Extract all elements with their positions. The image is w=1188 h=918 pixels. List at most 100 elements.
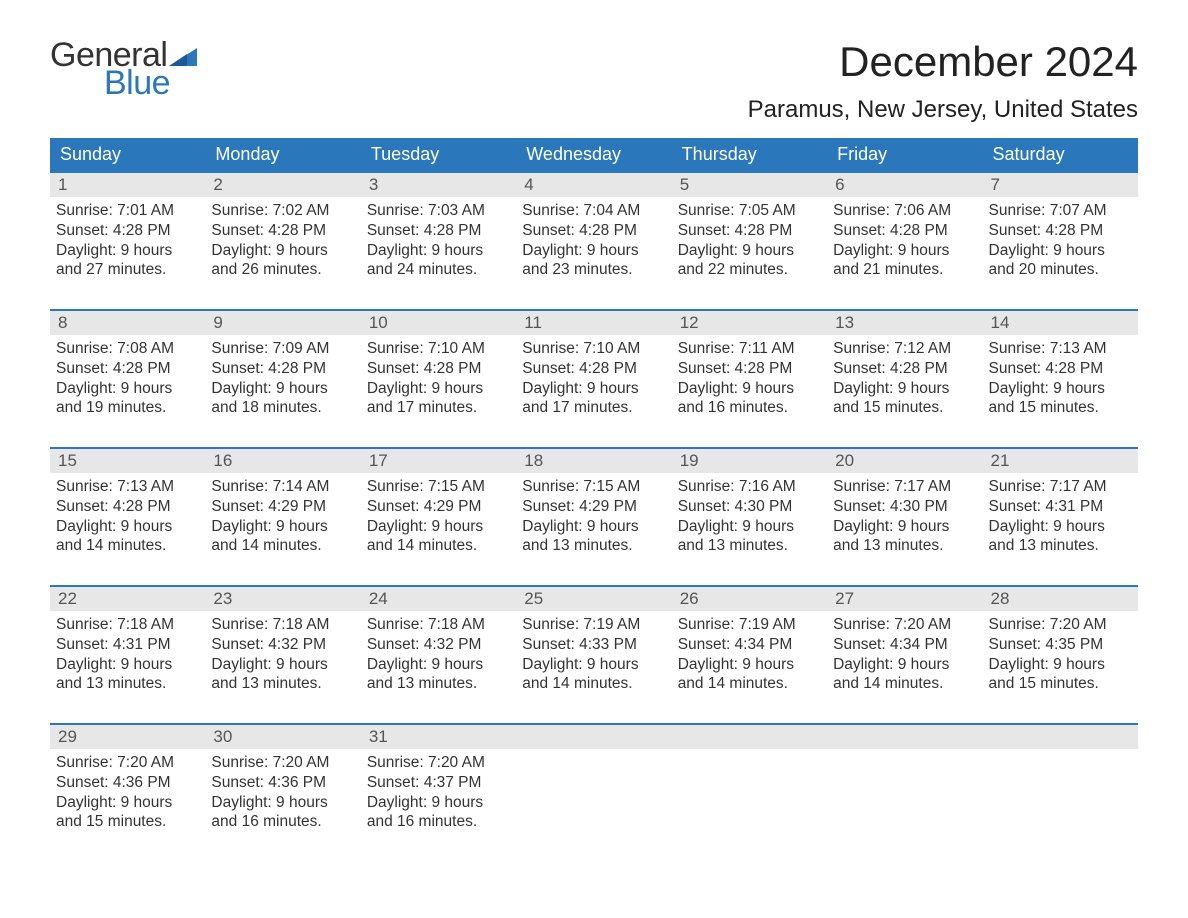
day-body: Sunrise: 7:16 AMSunset: 4:30 PMDaylight:…: [672, 473, 827, 558]
day-line: Sunset: 4:28 PM: [522, 221, 665, 241]
day-body: Sunrise: 7:01 AMSunset: 4:28 PMDaylight:…: [50, 197, 205, 282]
day-number: 18: [516, 449, 671, 473]
day-number: 9: [205, 311, 360, 335]
day-cell: 19Sunrise: 7:16 AMSunset: 4:30 PMDayligh…: [672, 449, 827, 569]
day-body: Sunrise: 7:03 AMSunset: 4:28 PMDaylight:…: [361, 197, 516, 282]
day-line: and 16 minutes.: [367, 812, 510, 832]
day-cell: [983, 725, 1138, 845]
day-line: Daylight: 9 hours: [833, 241, 976, 261]
day-line: Daylight: 9 hours: [522, 379, 665, 399]
day-cell: 28Sunrise: 7:20 AMSunset: 4:35 PMDayligh…: [983, 587, 1138, 707]
day-line: Sunrise: 7:11 AM: [678, 339, 821, 359]
day-number: 29: [50, 725, 205, 749]
day-cell: 24Sunrise: 7:18 AMSunset: 4:32 PMDayligh…: [361, 587, 516, 707]
title-block: December 2024 Paramus, New Jersey, Unite…: [748, 38, 1138, 124]
day-line: and 13 minutes.: [522, 536, 665, 556]
day-line: Sunrise: 7:20 AM: [367, 753, 510, 773]
day-line: and 17 minutes.: [522, 398, 665, 418]
dow-wednesday: Wednesday: [516, 138, 671, 171]
weeks-container: 1Sunrise: 7:01 AMSunset: 4:28 PMDaylight…: [50, 171, 1138, 845]
day-line: Sunset: 4:28 PM: [56, 221, 199, 241]
day-line: Sunset: 4:28 PM: [211, 359, 354, 379]
day-body: Sunrise: 7:15 AMSunset: 4:29 PMDaylight:…: [516, 473, 671, 558]
day-cell: 8Sunrise: 7:08 AMSunset: 4:28 PMDaylight…: [50, 311, 205, 431]
day-line: Sunset: 4:33 PM: [522, 635, 665, 655]
dow-saturday: Saturday: [983, 138, 1138, 171]
day-body: Sunrise: 7:14 AMSunset: 4:29 PMDaylight:…: [205, 473, 360, 558]
location: Paramus, New Jersey, United States: [748, 96, 1138, 124]
day-number: 24: [361, 587, 516, 611]
day-body: Sunrise: 7:19 AMSunset: 4:34 PMDaylight:…: [672, 611, 827, 696]
flag-icon: [169, 48, 197, 66]
day-line: and 20 minutes.: [989, 260, 1132, 280]
day-line: Sunset: 4:31 PM: [56, 635, 199, 655]
day-line: Daylight: 9 hours: [56, 241, 199, 261]
day-body: Sunrise: 7:15 AMSunset: 4:29 PMDaylight:…: [361, 473, 516, 558]
day-line: Sunset: 4:30 PM: [678, 497, 821, 517]
day-number: [516, 725, 671, 749]
day-line: Daylight: 9 hours: [211, 379, 354, 399]
dow-thursday: Thursday: [672, 138, 827, 171]
day-number: 15: [50, 449, 205, 473]
day-body: Sunrise: 7:10 AMSunset: 4:28 PMDaylight:…: [361, 335, 516, 420]
day-line: and 17 minutes.: [367, 398, 510, 418]
day-line: Daylight: 9 hours: [989, 379, 1132, 399]
day-line: and 18 minutes.: [211, 398, 354, 418]
day-number: 28: [983, 587, 1138, 611]
day-number: [983, 725, 1138, 749]
day-line: Daylight: 9 hours: [211, 241, 354, 261]
week-row: 8Sunrise: 7:08 AMSunset: 4:28 PMDaylight…: [50, 309, 1138, 431]
day-cell: 30Sunrise: 7:20 AMSunset: 4:36 PMDayligh…: [205, 725, 360, 845]
day-cell: 17Sunrise: 7:15 AMSunset: 4:29 PMDayligh…: [361, 449, 516, 569]
day-line: Sunrise: 7:20 AM: [211, 753, 354, 773]
day-line: Sunset: 4:29 PM: [211, 497, 354, 517]
day-body: Sunrise: 7:08 AMSunset: 4:28 PMDaylight:…: [50, 335, 205, 420]
dow-tuesday: Tuesday: [361, 138, 516, 171]
day-number: 13: [827, 311, 982, 335]
day-line: Sunset: 4:37 PM: [367, 773, 510, 793]
day-body: Sunrise: 7:09 AMSunset: 4:28 PMDaylight:…: [205, 335, 360, 420]
day-body: Sunrise: 7:04 AMSunset: 4:28 PMDaylight:…: [516, 197, 671, 282]
day-line: Sunrise: 7:18 AM: [211, 615, 354, 635]
day-line: Sunrise: 7:19 AM: [522, 615, 665, 635]
days-of-week-header: Sunday Monday Tuesday Wednesday Thursday…: [50, 138, 1138, 171]
day-line: Sunset: 4:31 PM: [989, 497, 1132, 517]
day-line: Sunset: 4:29 PM: [522, 497, 665, 517]
day-line: Daylight: 9 hours: [56, 379, 199, 399]
day-cell: 21Sunrise: 7:17 AMSunset: 4:31 PMDayligh…: [983, 449, 1138, 569]
day-body: Sunrise: 7:19 AMSunset: 4:33 PMDaylight:…: [516, 611, 671, 696]
day-line: Sunrise: 7:06 AM: [833, 201, 976, 221]
day-body: Sunrise: 7:06 AMSunset: 4:28 PMDaylight:…: [827, 197, 982, 282]
day-cell: 15Sunrise: 7:13 AMSunset: 4:28 PMDayligh…: [50, 449, 205, 569]
day-cell: 22Sunrise: 7:18 AMSunset: 4:31 PMDayligh…: [50, 587, 205, 707]
day-cell: 2Sunrise: 7:02 AMSunset: 4:28 PMDaylight…: [205, 173, 360, 293]
day-line: Sunrise: 7:20 AM: [989, 615, 1132, 635]
day-line: and 16 minutes.: [211, 812, 354, 832]
day-cell: 31Sunrise: 7:20 AMSunset: 4:37 PMDayligh…: [361, 725, 516, 845]
day-number: 31: [361, 725, 516, 749]
day-number: 17: [361, 449, 516, 473]
day-line: Sunrise: 7:17 AM: [989, 477, 1132, 497]
day-line: Daylight: 9 hours: [56, 517, 199, 537]
day-line: Sunrise: 7:15 AM: [367, 477, 510, 497]
day-body: Sunrise: 7:20 AMSunset: 4:34 PMDaylight:…: [827, 611, 982, 696]
day-line: Sunset: 4:28 PM: [56, 359, 199, 379]
day-line: Daylight: 9 hours: [56, 793, 199, 813]
day-cell: 25Sunrise: 7:19 AMSunset: 4:33 PMDayligh…: [516, 587, 671, 707]
day-cell: 5Sunrise: 7:05 AMSunset: 4:28 PMDaylight…: [672, 173, 827, 293]
day-line: and 13 minutes.: [211, 674, 354, 694]
day-line: Sunrise: 7:07 AM: [989, 201, 1132, 221]
day-cell: 11Sunrise: 7:10 AMSunset: 4:28 PMDayligh…: [516, 311, 671, 431]
day-line: Sunset: 4:28 PM: [367, 359, 510, 379]
day-line: Daylight: 9 hours: [367, 379, 510, 399]
day-line: and 24 minutes.: [367, 260, 510, 280]
day-number: 22: [50, 587, 205, 611]
day-line: Sunrise: 7:04 AM: [522, 201, 665, 221]
day-cell: [827, 725, 982, 845]
day-body: Sunrise: 7:18 AMSunset: 4:32 PMDaylight:…: [205, 611, 360, 696]
day-line: and 14 minutes.: [678, 674, 821, 694]
day-body: Sunrise: 7:17 AMSunset: 4:30 PMDaylight:…: [827, 473, 982, 558]
day-line: Sunset: 4:28 PM: [833, 221, 976, 241]
day-line: and 15 minutes.: [989, 674, 1132, 694]
day-line: Sunset: 4:30 PM: [833, 497, 976, 517]
